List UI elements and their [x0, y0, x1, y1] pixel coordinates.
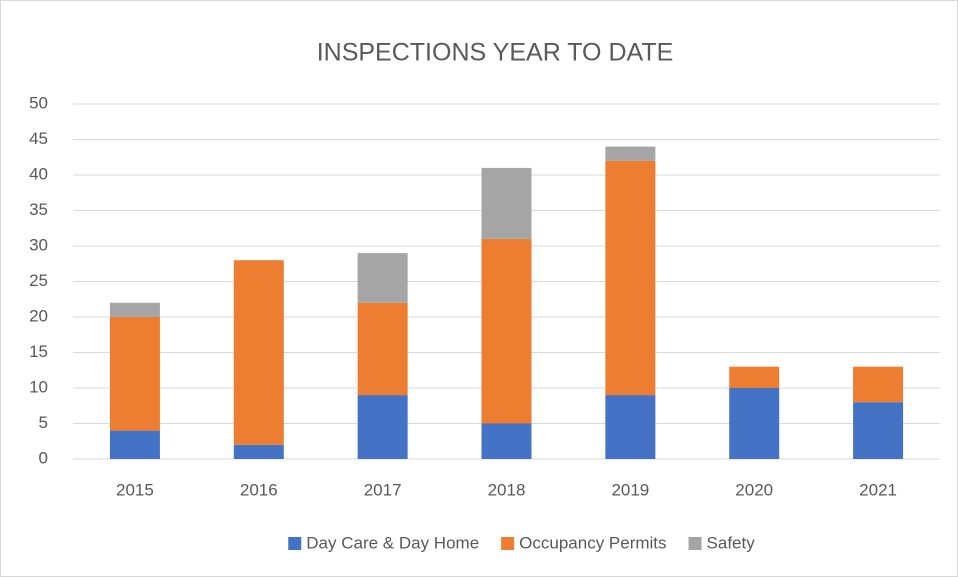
bar-segment [481, 423, 532, 459]
x-tick-label: 2017 [364, 480, 402, 499]
x-tick-label: 2019 [611, 480, 649, 499]
x-tick-label: 2018 [488, 480, 526, 499]
legend: Day Care & Day Home Occupancy Permits Safe… [288, 533, 755, 552]
legend-swatch [288, 537, 302, 550]
bar-segment [357, 253, 408, 303]
bar-segment [109, 302, 160, 317]
legend-swatch [688, 537, 702, 550]
y-tick-label: 35 [29, 200, 48, 219]
bar-segment [481, 238, 532, 424]
y-tick-label: 20 [29, 306, 48, 325]
y-tick-label: 5 [39, 413, 48, 432]
bar-segment [481, 167, 532, 239]
bar-segment [605, 146, 656, 161]
x-tick-label: 2015 [116, 480, 154, 499]
y-tick-label: 40 [29, 164, 48, 183]
bar-segment [233, 260, 284, 445]
y-tick-label: 50 [29, 93, 48, 112]
legend-label: Occupancy Permits [519, 533, 666, 552]
x-tick-label: 2016 [240, 480, 278, 499]
bar-segment [853, 366, 904, 403]
bar-segment [109, 317, 160, 431]
bar-segment [605, 160, 656, 396]
bar-segment [605, 395, 656, 459]
y-tick-label: 15 [29, 342, 48, 361]
bar-segment [233, 444, 284, 459]
y-tick-label: 30 [29, 235, 48, 254]
bar-segment [729, 388, 780, 459]
bar-segment [729, 366, 780, 388]
legend-label: Safety [707, 533, 756, 552]
y-tick-label: 45 [29, 129, 48, 148]
y-tick-label: 25 [29, 271, 48, 290]
y-tick-label: 0 [39, 448, 48, 467]
bar-segment [109, 430, 160, 459]
chart-title: INSPECTIONS YEAR TO DATE [317, 39, 674, 67]
bar-segment [357, 302, 408, 396]
bar-segment [357, 395, 408, 459]
y-tick-label: 10 [29, 377, 48, 396]
x-tick-label: 2020 [735, 480, 773, 499]
legend-label: Day Care & Day Home [306, 533, 479, 552]
bar-segment [853, 402, 904, 459]
legend-swatch [501, 537, 515, 550]
x-tick-label: 2021 [859, 480, 897, 499]
